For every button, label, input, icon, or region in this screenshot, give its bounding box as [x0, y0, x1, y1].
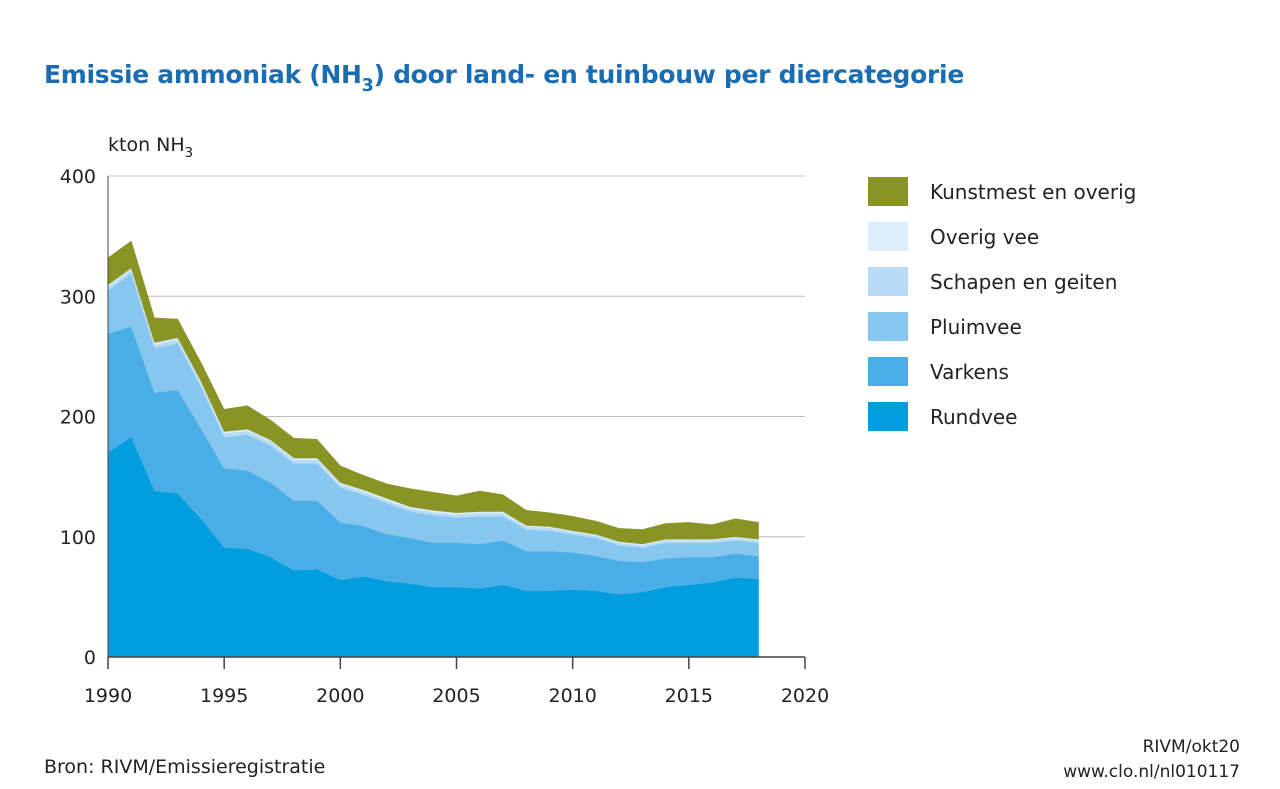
legend-swatch — [868, 267, 908, 296]
y-tick-label: 300 — [60, 286, 96, 308]
x-tick-label: 2005 — [432, 685, 480, 707]
legend-swatch — [868, 222, 908, 251]
x-tick-label: 2010 — [548, 685, 596, 707]
legend-label: Kunstmest en overig — [930, 179, 1137, 204]
title-text: Emissie ammoniak (NH — [44, 60, 362, 89]
x-tick-label: 2020 — [781, 685, 829, 707]
legend-label: Schapen en geiten — [930, 269, 1118, 294]
y-tick-label: 200 — [60, 407, 96, 429]
legend-label: Rundvee — [930, 404, 1018, 429]
x-tick-label: 1995 — [200, 685, 248, 707]
y-tick-label: 0 — [84, 647, 96, 669]
chart-title: Emissie ammoniak (NH3) door land- en tui… — [44, 60, 964, 96]
legend-label: Overig vee — [930, 224, 1040, 249]
credit-line-1: RIVM/okt20 — [1142, 737, 1240, 757]
legend-item: Rundvee — [868, 402, 1136, 447]
legend-swatch — [868, 177, 908, 206]
y-tick-label: 100 — [60, 527, 96, 549]
legend-item: Pluimvee — [868, 312, 1136, 357]
credit-line-2: www.clo.nl/nl010117 — [1063, 762, 1240, 782]
legend-item: Kunstmest en overig — [868, 177, 1136, 222]
unit-subscript: 3 — [184, 145, 194, 161]
legend-label: Pluimvee — [930, 314, 1022, 339]
y-tick-label: 400 — [60, 166, 96, 188]
legend-item: Varkens — [868, 357, 1136, 402]
legend-swatch — [868, 312, 908, 341]
unit-text: kton NH — [108, 134, 185, 156]
source-note: Bron: RIVM/Emissieregistratie — [44, 756, 326, 778]
legend-label: Varkens — [930, 359, 1009, 384]
legend-swatch — [868, 402, 908, 431]
legend-item: Schapen en geiten — [868, 267, 1136, 312]
legend-swatch — [868, 357, 908, 386]
title-subscript: 3 — [361, 75, 374, 96]
y-axis-label: kton NH3 — [108, 134, 193, 161]
x-tick-label: 2000 — [316, 685, 364, 707]
credit: RIVM/okt20 www.clo.nl/nl010117 — [1063, 735, 1240, 785]
legend-item: Overig vee — [868, 222, 1136, 267]
title-text-end: ) door land- en tuinbouw per diercategor… — [373, 60, 965, 89]
legend: Kunstmest en overig Overig vee Schapen en … — [868, 177, 1136, 447]
area-kunstmest-en-overig — [107, 240, 759, 545]
x-tick-label: 1990 — [84, 685, 132, 707]
x-tick-label: 2015 — [665, 685, 713, 707]
